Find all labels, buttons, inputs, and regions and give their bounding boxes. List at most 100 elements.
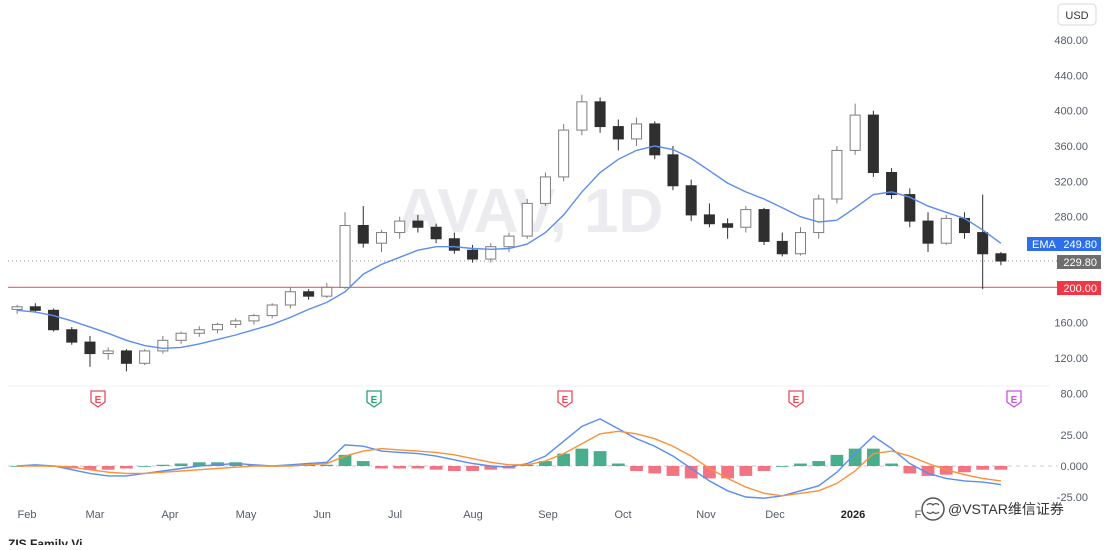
histogram-bar (192, 462, 206, 466)
price-tick-label: 480.00 (1054, 35, 1088, 47)
candle-body (886, 172, 898, 196)
reference-lines (8, 260, 1057, 288)
histogram-bar (611, 463, 625, 466)
histogram-bar (447, 466, 461, 471)
candle-body (740, 209, 752, 228)
candle-body (66, 329, 78, 343)
time-tick-label: Dec (765, 509, 785, 521)
candle-body (867, 114, 879, 174)
candle-body (412, 220, 424, 228)
indicator-lines-layer (17, 418, 1001, 499)
time-axis[interactable]: Feb Mar Apr May Jun Jul Aug Sep Oct Nov Dec 2026 F (18, 509, 922, 521)
time-tick-label: Apr (161, 509, 178, 521)
candle-body (284, 291, 296, 306)
candle-body (904, 194, 916, 222)
histogram-bar (575, 448, 589, 466)
histogram-bar (375, 466, 388, 469)
candle-body (813, 198, 825, 234)
histogram-bar (703, 466, 716, 479)
histogram-bar (739, 466, 753, 476)
earnings-marker-label: E (371, 395, 378, 406)
histogram-bar (83, 466, 97, 470)
candle-body (849, 114, 861, 151)
histogram-bar (138, 466, 152, 467)
candle-body (995, 253, 1007, 262)
histogram-bar (994, 466, 1008, 470)
candle-body (248, 315, 260, 322)
histogram-bar (903, 466, 917, 474)
histogram-layer (10, 448, 1008, 479)
candle-body (375, 232, 387, 244)
candle-body (794, 232, 807, 255)
histogram-bar (120, 466, 133, 469)
candle-body (120, 350, 132, 364)
credit-text: @VSTAR维信证券 (948, 501, 1064, 517)
histogram-bar (411, 466, 425, 469)
price-tick-label: 400.00 (1054, 106, 1088, 118)
support-price-value: 200.00 (1063, 283, 1097, 295)
time-tick-label: F (915, 509, 922, 521)
currency-badge[interactable]: USD (1057, 3, 1097, 26)
time-tick-label: Nov (696, 509, 716, 521)
candle-body (576, 101, 588, 131)
price-tick-label: 360.00 (1054, 141, 1088, 153)
histogram-bar (757, 466, 771, 471)
candle-body (193, 329, 205, 334)
time-tick-label: Jun (313, 509, 331, 521)
histogram-bar (630, 466, 643, 471)
candle-body (831, 149, 843, 200)
candle-body (139, 350, 151, 364)
histogram-bar (320, 464, 334, 466)
earnings-marker-shape (1006, 390, 1022, 408)
histogram-bar (812, 461, 826, 466)
candle-body (266, 304, 278, 317)
earnings-marker-shape (366, 390, 382, 408)
candle-body (558, 129, 570, 178)
earnings-marker[interactable]: E (788, 390, 804, 408)
time-tick-label: Mar (86, 509, 105, 521)
time-tick-label: Jul (388, 509, 402, 521)
indicator-tick-label: 0.000 (1060, 461, 1088, 473)
currency-label: USD (1065, 10, 1088, 22)
time-tick-label: May (236, 509, 257, 521)
earnings-marker[interactable]: E (90, 390, 106, 408)
candle-body (467, 249, 479, 260)
candle-body (485, 246, 497, 260)
price-tick-label: 160.00 (1054, 318, 1088, 330)
histogram-bar (101, 466, 115, 470)
candle-body (521, 202, 533, 237)
bottom-partial-text: ZIS Family Vi (8, 537, 82, 545)
support-price-tag: 200.00 (1057, 281, 1101, 295)
last-price-tag: 229.80 (1057, 255, 1101, 269)
earnings-marker-shape (788, 390, 804, 408)
candle-body (157, 339, 169, 352)
earnings-marker[interactable]: E (557, 390, 573, 408)
candle-body (539, 176, 551, 204)
last-price-value: 229.80 (1063, 257, 1097, 269)
candle-body (84, 341, 96, 355)
time-tick-label: Aug (463, 509, 483, 521)
candle-body (722, 223, 734, 228)
histogram-bar (557, 453, 571, 466)
candle-body (649, 123, 661, 156)
price-tick-label: 80.00 (1060, 388, 1088, 400)
earnings-marker-label: E (793, 395, 800, 406)
histogram-bar (666, 466, 680, 476)
time-tick-label: Oct (614, 509, 631, 521)
histogram-bar (830, 454, 844, 466)
candle-body (357, 225, 369, 244)
ema-layer (17, 145, 1002, 350)
candle-body (631, 123, 643, 140)
ema-tag-value: 249.80 (1063, 239, 1097, 251)
earnings-marker-label: E (562, 395, 569, 406)
histogram-bar (393, 466, 407, 469)
ema-line (17, 145, 1002, 350)
indicator-tick-label: -25.00 (1057, 492, 1088, 504)
earnings-marker[interactable]: E (366, 390, 382, 408)
earnings-marker[interactable]: E (1006, 390, 1022, 408)
macd-line (17, 418, 1001, 499)
price-axis[interactable]: 480.00 440.00 400.00 360.00 320.00 280.00 160.… (1054, 35, 1088, 504)
